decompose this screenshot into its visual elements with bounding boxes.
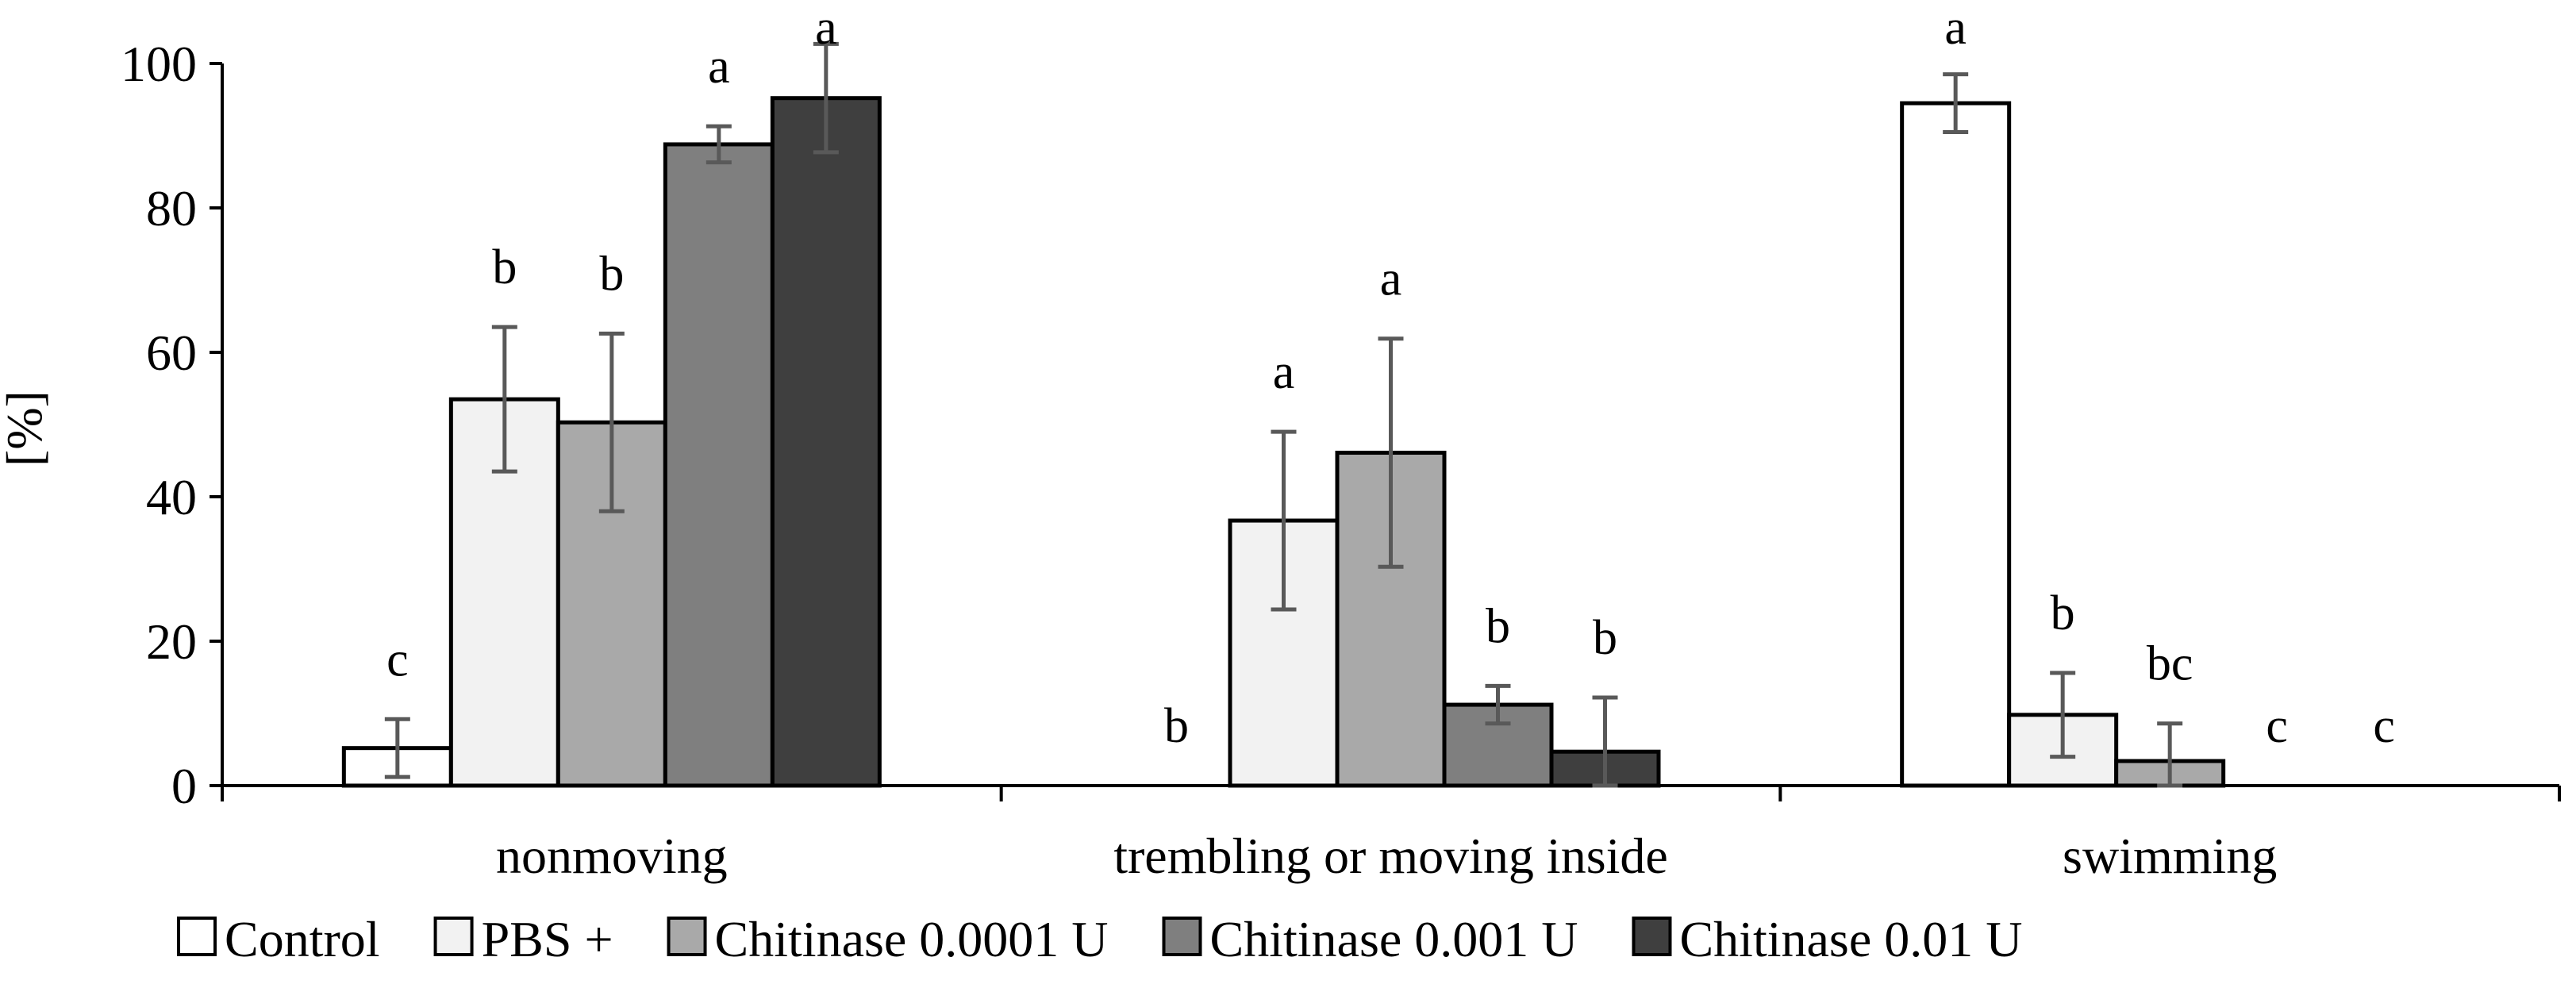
significance-letter: a bbox=[1944, 1, 1967, 55]
bar bbox=[663, 142, 775, 788]
significance-letter: b bbox=[1486, 599, 1510, 653]
y-axis-label: [%] bbox=[0, 390, 52, 467]
significance-letter: a bbox=[708, 40, 730, 94]
significance-letter: b bbox=[1164, 699, 1189, 753]
y-tick-label: 80 bbox=[146, 180, 197, 236]
significance-letter: b bbox=[1593, 611, 1617, 665]
significance-letter: c bbox=[2266, 699, 2288, 753]
legend-label: PBS + bbox=[482, 911, 613, 967]
significance-letter: a bbox=[1380, 252, 1402, 306]
significance-letter: a bbox=[1273, 345, 1295, 399]
legend-swatch bbox=[177, 917, 217, 956]
y-tick-label: 60 bbox=[146, 325, 197, 381]
legend-swatch bbox=[1632, 917, 1672, 956]
significance-letter: a bbox=[815, 1, 837, 55]
significance-letter: b bbox=[2051, 586, 2075, 640]
significance-letter: c bbox=[386, 632, 409, 686]
x-tick-label: trembling or moving inside bbox=[1113, 828, 1668, 884]
legend-swatch bbox=[667, 917, 707, 956]
y-tick-label: 40 bbox=[146, 469, 197, 525]
x-tick-label: swimming bbox=[2063, 828, 2277, 884]
significance-letter: c bbox=[2373, 699, 2395, 753]
significance-letter: b bbox=[492, 240, 517, 294]
plot-area: 0 20 40 60 80 100 nonmoving trembling or moving… bbox=[121, 1, 2561, 884]
x-tick-label: nonmoving bbox=[496, 828, 728, 884]
significance-letter: bc bbox=[2147, 637, 2193, 691]
y-tick-label: 0 bbox=[171, 758, 197, 814]
legend-swatch bbox=[433, 917, 474, 956]
bar bbox=[1442, 702, 1554, 788]
y-tick-label: 100 bbox=[121, 36, 197, 92]
significance-letter: b bbox=[599, 247, 624, 301]
legend: Control PBS + Chitinase 0.0001 U Chitinase … bbox=[177, 911, 2022, 967]
legend-label: Chitinase 0.0001 U bbox=[715, 911, 1109, 967]
bar bbox=[770, 96, 882, 788]
legend-label: Chitinase 0.001 U bbox=[1210, 911, 1578, 967]
legend-label: Chitinase 0.01 U bbox=[1679, 911, 2022, 967]
y-tick-label: 20 bbox=[146, 613, 197, 670]
legend-label: Control bbox=[225, 911, 380, 967]
legend-swatch bbox=[1162, 917, 1202, 956]
bar bbox=[1900, 101, 2012, 788]
